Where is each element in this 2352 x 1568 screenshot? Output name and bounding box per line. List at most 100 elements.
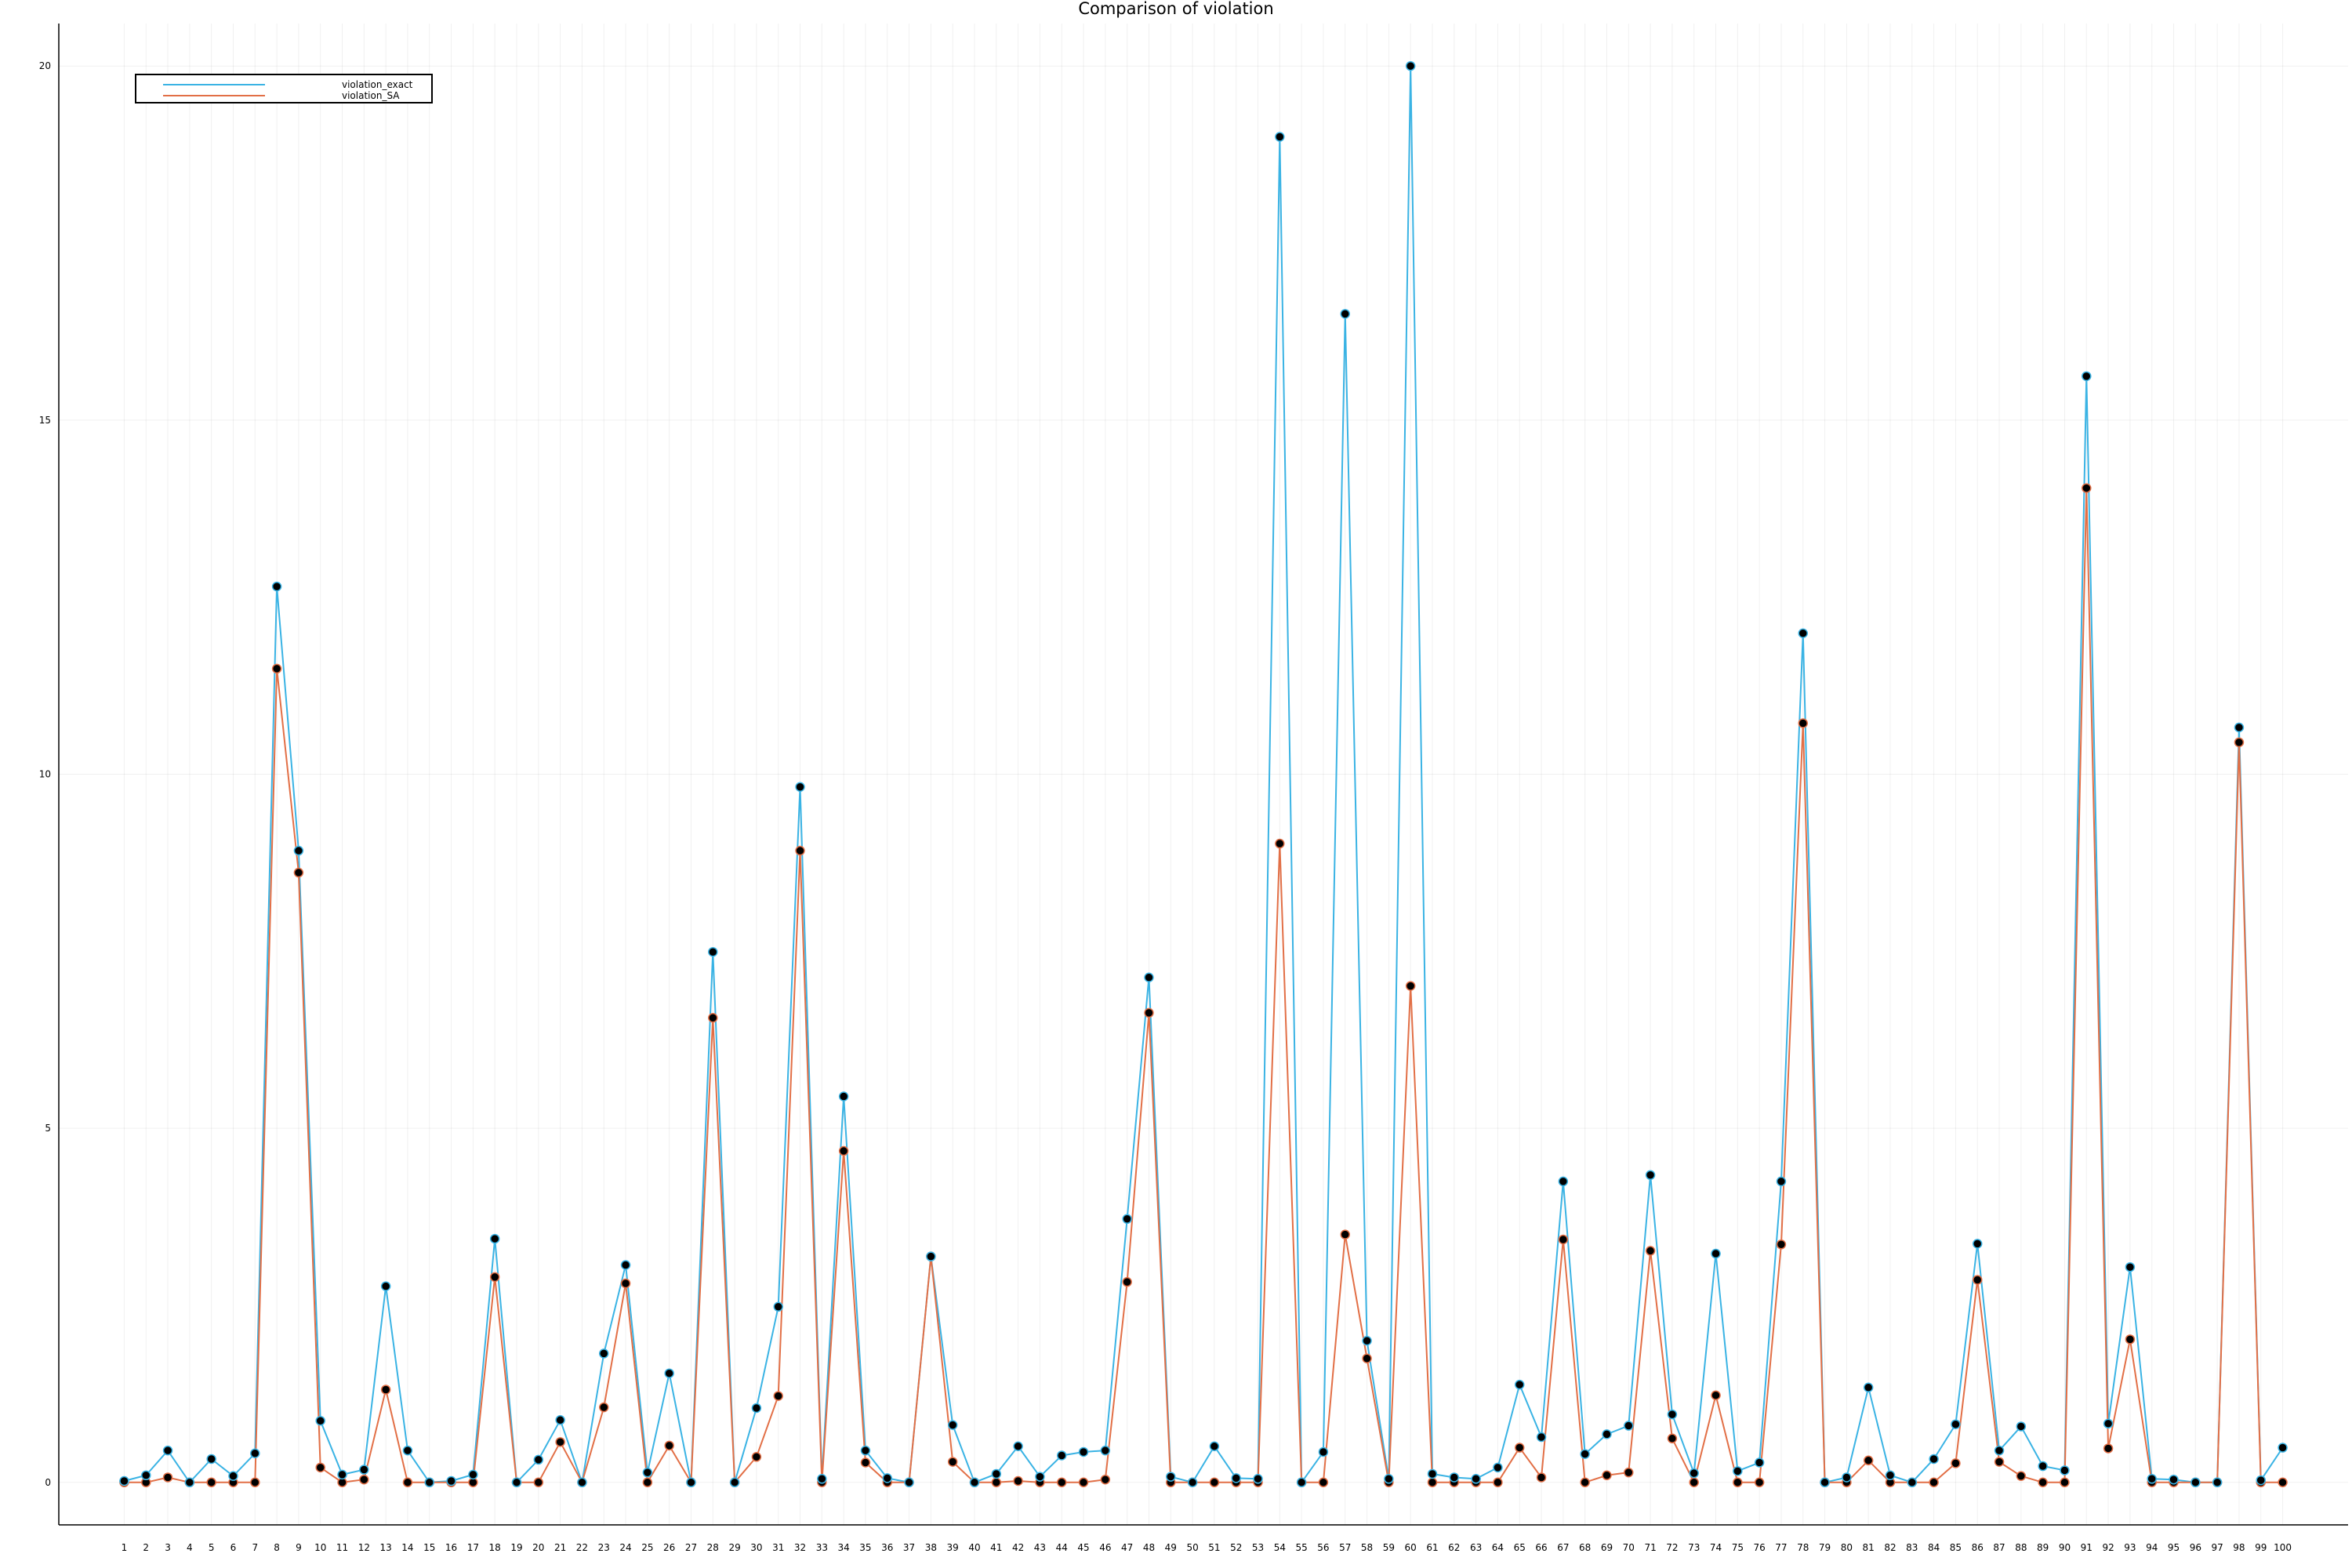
axes: [58, 24, 2348, 1526]
data-point-exact: [729, 1477, 740, 1488]
data-point-sa: [598, 1402, 609, 1413]
data-point-exact: [402, 1445, 413, 1456]
data-point-sa: [359, 1474, 369, 1485]
data-point-exact: [904, 1477, 914, 1488]
data-point-exact: [1798, 628, 1809, 638]
data-point-sa: [1362, 1353, 1372, 1363]
data-point-sa: [1013, 1475, 1023, 1486]
x-tick-label: 91: [2081, 1542, 2092, 1553]
x-tick-label: 71: [1644, 1542, 1656, 1553]
y-tick-label: 15: [39, 415, 51, 426]
legend-swatch-sa: [163, 95, 265, 96]
data-point-exact: [751, 1403, 762, 1414]
data-point-sa: [1275, 838, 1285, 849]
x-tick-label: 37: [903, 1542, 915, 1553]
data-point-sa: [1340, 1229, 1351, 1240]
x-tick-labels: 1 2 3 4 5 6 7 8 9 10 11 12 13 14 15 16 17 18 19 20 21 22 23 24 2…: [122, 1542, 2292, 1553]
data-point-exact: [577, 1477, 587, 1488]
data-point-exact: [1013, 1441, 1023, 1451]
x-tick-label: 45: [1077, 1542, 1089, 1553]
data-point-exact: [1863, 1382, 1874, 1393]
data-point-sa: [664, 1440, 674, 1451]
data-point-exact: [119, 1475, 129, 1486]
data-point-exact: [1907, 1477, 1918, 1488]
x-tick-label: 32: [794, 1542, 806, 1553]
data-point-exact: [817, 1474, 827, 1484]
x-tick-label: 41: [990, 1542, 1002, 1553]
x-tick-label: 64: [1492, 1542, 1504, 1553]
x-tick-label: 30: [750, 1542, 762, 1553]
x-tick-label: 59: [1383, 1542, 1395, 1553]
x-tick-label: 3: [165, 1542, 171, 1553]
x-tick-label: 36: [881, 1542, 893, 1553]
data-point-sa: [271, 663, 282, 674]
x-tick-label: 10: [314, 1542, 326, 1553]
x-tick-label: 70: [1623, 1542, 1635, 1553]
data-point-exact: [1362, 1335, 1372, 1346]
x-tick-label: 43: [1034, 1542, 1046, 1553]
x-tick-label: 46: [1099, 1542, 1111, 1553]
data-point-exact: [1493, 1462, 1503, 1473]
data-point-sa: [1209, 1477, 1220, 1488]
data-point-exact: [1733, 1466, 1743, 1476]
data-point-exact: [2256, 1475, 2267, 1486]
data-point-exact: [1427, 1468, 1438, 1479]
x-tick-label: 89: [2037, 1542, 2049, 1553]
x-tick-label: 74: [1710, 1542, 1722, 1553]
data-point-exact: [380, 1281, 391, 1291]
data-point-sa: [1078, 1477, 1089, 1488]
legend-label-exact: violation_exact: [342, 79, 413, 90]
data-point-sa: [1754, 1477, 1765, 1488]
data-point-exact: [1580, 1449, 1590, 1459]
data-point-exact: [1820, 1477, 1830, 1488]
data-point-exact: [1776, 1176, 1787, 1187]
data-point-sa: [947, 1457, 958, 1467]
data-point-exact: [1056, 1450, 1067, 1461]
data-point-sa: [2038, 1477, 2048, 1488]
data-point-sa: [250, 1477, 260, 1488]
x-tick-label: 95: [2168, 1542, 2180, 1553]
x-tick-label: 16: [445, 1542, 457, 1553]
x-tick-label: 18: [489, 1542, 501, 1553]
x-tick-label: 20: [532, 1542, 544, 1553]
x-tick-label: 88: [2015, 1542, 2027, 1553]
x-tick-label: 47: [1121, 1542, 1133, 1553]
x-tick-label: 73: [1688, 1542, 1700, 1553]
x-tick-label: 6: [230, 1542, 237, 1553]
data-point-sa: [860, 1457, 871, 1468]
data-point-exact: [991, 1468, 1002, 1479]
data-point-exact: [1318, 1446, 1329, 1457]
data-point-sa: [1667, 1433, 1678, 1444]
data-point-exact: [2060, 1465, 2070, 1475]
data-point-exact: [1994, 1445, 2005, 1456]
data-point-sa: [991, 1477, 1002, 1488]
x-tick-label: 34: [838, 1542, 850, 1553]
x-tick-label: 15: [423, 1542, 435, 1553]
legend-swatch-exact: [163, 84, 265, 85]
x-tick-label: 87: [1993, 1542, 2005, 1553]
data-point-exact: [773, 1301, 783, 1312]
x-tick-label: 77: [1775, 1542, 1787, 1553]
data-point-sa: [1776, 1240, 1787, 1250]
data-point-exact: [2082, 371, 2092, 382]
y-tick-label: 10: [39, 769, 51, 780]
x-tick-label: 52: [1230, 1542, 1242, 1553]
data-point-exact: [1471, 1474, 1481, 1484]
legend-label-sa: violation_SA: [342, 90, 400, 101]
x-tick-label: 40: [968, 1542, 980, 1553]
data-point-exact: [1602, 1429, 1612, 1439]
data-point-sa: [1558, 1234, 1569, 1245]
data-point-sa: [642, 1477, 653, 1488]
x-tick-label: 63: [1470, 1542, 1482, 1553]
data-point-exact: [1951, 1419, 1961, 1429]
x-tick-label: 60: [1405, 1542, 1417, 1553]
data-point-exact: [947, 1420, 958, 1430]
data-point-exact: [2125, 1261, 2136, 1272]
data-point-exact: [708, 946, 718, 957]
data-point-exact: [1078, 1446, 1089, 1457]
data-point-exact: [1711, 1248, 1721, 1259]
x-tick-label: 53: [1252, 1542, 1264, 1553]
data-point-exact: [271, 581, 282, 592]
data-point-exact: [1144, 972, 1154, 982]
x-tick-label: 96: [2190, 1542, 2201, 1553]
